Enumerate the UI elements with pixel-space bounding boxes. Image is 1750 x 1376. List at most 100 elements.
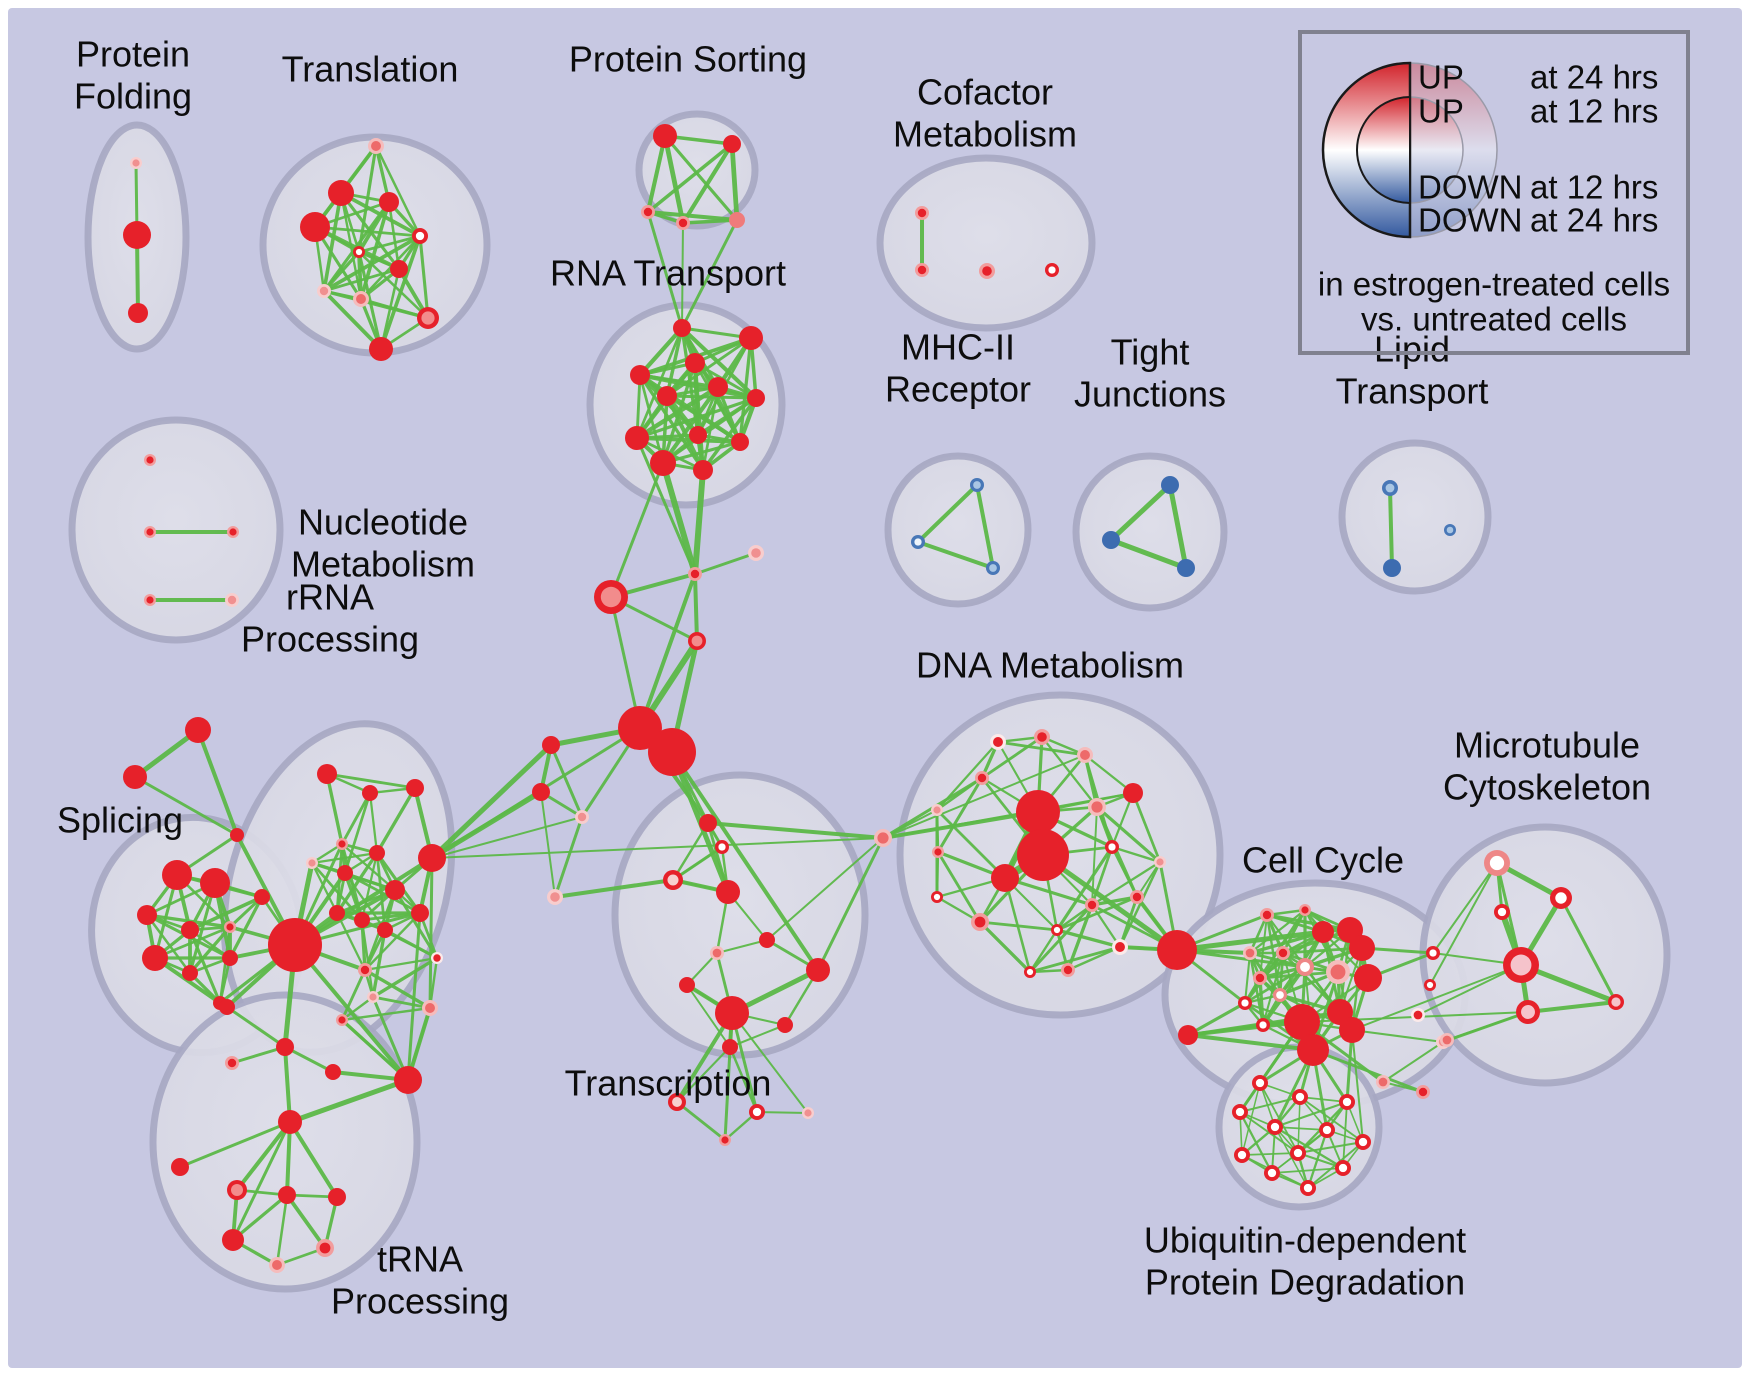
network-node-core [751, 548, 761, 558]
network-edge [322, 250, 361, 293]
network-node-core [1087, 900, 1097, 910]
network-node-core [319, 286, 329, 296]
network-node-core [993, 737, 1003, 747]
network-node-core [1521, 1005, 1535, 1019]
network-edge [1175, 948, 1307, 969]
network-node-core [1276, 991, 1284, 999]
network-node-core [643, 207, 653, 217]
network-node-core [1378, 1077, 1388, 1087]
network-node [278, 1110, 302, 1134]
cluster-label-translation: Translation [282, 49, 459, 90]
network-node-core [1255, 1078, 1265, 1088]
network-node [182, 965, 198, 981]
network-edge [1432, 862, 1498, 954]
network-edge [225, 1005, 287, 1049]
network-node-core [1237, 1150, 1247, 1160]
network-edge [816, 836, 885, 972]
network-node-core [1429, 949, 1437, 957]
network-edge [1040, 852, 1180, 953]
cluster-label-mhc-ii-receptor: MHC-II [901, 327, 1015, 368]
network-node [722, 1039, 738, 1055]
network-node-core [1413, 1010, 1423, 1020]
network-edge [406, 911, 422, 1082]
network-edge [701, 396, 758, 472]
legend-inner-right-half [1409, 96, 1464, 204]
network-node [699, 814, 717, 832]
network-edge [1248, 908, 1307, 955]
network-edge [646, 210, 684, 330]
network-node [385, 880, 405, 900]
network-edge [310, 861, 339, 915]
network-edge [371, 956, 439, 999]
network-edge [978, 920, 1059, 932]
network-node [369, 845, 385, 861]
network-node-core [425, 1003, 435, 1013]
network-edge [730, 1011, 759, 1114]
legend-direction-label: DOWN [1418, 169, 1522, 206]
cluster-label-trna-processing: tRNA [377, 1239, 463, 1280]
network-node-core [1235, 1107, 1245, 1117]
network-edge [1296, 1140, 1365, 1155]
network-edge [728, 1045, 759, 1114]
network-edge [540, 791, 556, 898]
network-node [1177, 559, 1195, 577]
network-node [328, 1188, 346, 1206]
cluster-label-protein-sorting: Protein Sorting [569, 39, 807, 80]
network-node-core [712, 948, 722, 958]
network-edge [936, 850, 982, 924]
network-node [653, 124, 677, 148]
network-edge [1446, 1011, 1529, 1041]
network-node-core [1426, 981, 1434, 989]
network-edge [343, 791, 372, 875]
network-node-core [308, 859, 316, 867]
network-node [394, 1066, 422, 1094]
network-edge [609, 595, 642, 730]
network-edge [662, 133, 686, 226]
network-edge [418, 234, 430, 320]
network-edge [663, 134, 739, 222]
legend-direction-label: UP [1418, 59, 1464, 96]
network-node-core [718, 843, 726, 851]
network-node-core [690, 569, 700, 579]
network-edge [1055, 928, 1122, 949]
network-edge [916, 483, 979, 544]
network-edge [1559, 896, 1618, 1004]
network-edge [637, 325, 685, 378]
network-node [542, 736, 560, 754]
network-node [317, 764, 337, 784]
network-node [268, 918, 322, 972]
legend-note: vs. untreated cells [1361, 301, 1627, 338]
network-node-core [371, 141, 381, 151]
network-node [418, 844, 446, 872]
network-edge [665, 336, 753, 398]
network-node-core [600, 586, 622, 608]
network-node-core [917, 208, 927, 218]
network-edge [368, 791, 379, 855]
network-node-core [1080, 750, 1090, 760]
network-node-core [272, 1260, 282, 1270]
network-node [411, 904, 429, 922]
network-node [278, 1186, 296, 1204]
network-edge [340, 995, 375, 1022]
network-edge [178, 1120, 292, 1169]
network-edge [322, 289, 383, 351]
network-edge [1090, 895, 1139, 907]
network-edge [680, 218, 739, 330]
network-node-core [360, 965, 370, 975]
cluster-ellipse-lipid-transport [1338, 439, 1492, 595]
network-node [723, 135, 741, 153]
network-node-core [877, 832, 889, 844]
network-edge [681, 222, 684, 329]
network-node [648, 728, 696, 776]
network-edge [285, 1193, 327, 1250]
network-edge [431, 837, 884, 859]
network-node-core [319, 1242, 331, 1254]
network-node-core [1255, 973, 1265, 983]
network-edge [1351, 1029, 1364, 1143]
cluster-label-tight-junctions: Tight [1111, 332, 1190, 373]
network-edge [1174, 929, 1326, 953]
network-edge [429, 742, 554, 861]
network-edge [635, 326, 684, 440]
network-node [729, 212, 745, 228]
